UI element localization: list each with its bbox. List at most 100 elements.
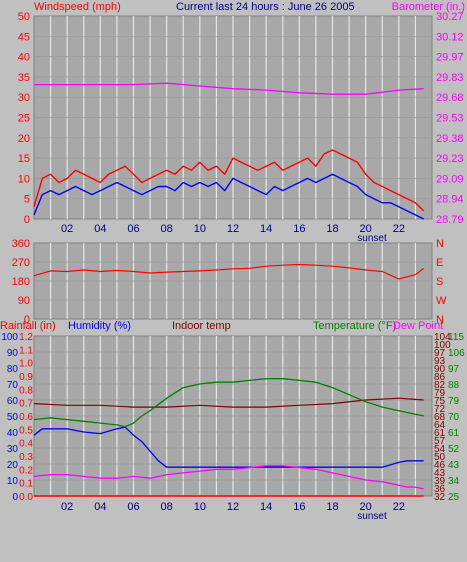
y-tick-label: 29.97 (436, 52, 464, 64)
x-tick-label: 06 (127, 501, 139, 513)
indoor-temp-title: Indoor temp (172, 320, 231, 332)
y-tick-label: 30.27 (436, 11, 464, 23)
humidity-line (33, 426, 424, 468)
y-tick-label: 50 (434, 452, 446, 463)
temperature-ticks-left: 3236394346505457616468727579828690939710… (434, 332, 451, 503)
y-tick-label: 50 (18, 11, 30, 23)
y-tick-label: S (436, 276, 443, 288)
y-tick-label: 88 (448, 380, 460, 391)
x-tick-label: 02 (61, 223, 73, 235)
indoor-temp-line (33, 397, 424, 408)
y-tick-label: 57 (434, 436, 446, 447)
y-tick-label: 93 (434, 356, 446, 367)
y-tick-label: 15 (18, 153, 30, 165)
barometer-axis-title: Barometer (in.) (392, 1, 465, 13)
y-tick-label: 54 (434, 444, 446, 455)
y-tick-label: 106 (448, 348, 465, 359)
y-tick-label: 61 (434, 428, 446, 439)
humidity-axis-title: Humidity (%) (68, 320, 131, 332)
y-tick-label: 32 (434, 492, 446, 503)
x-tick-label: 16 (293, 223, 305, 235)
y-tick-label: 0.0 (19, 492, 33, 503)
y-tick-label: 0.6 (19, 412, 33, 423)
rainfall-axis-title: Rainfall (in) (0, 320, 56, 332)
y-tick-label: 0 (12, 492, 18, 503)
y-tick-label: 28.94 (436, 194, 464, 206)
y-tick-label: 115 (448, 332, 464, 343)
y-tick-label: 100 (434, 340, 451, 351)
x-tick-label: 06 (127, 223, 139, 235)
y-tick-label: 20 (18, 133, 30, 145)
y-tick-label: 180 (12, 276, 30, 288)
y-tick-label: 29.83 (436, 72, 464, 84)
y-tick-label: N (436, 314, 444, 326)
y-tick-label: 75 (434, 396, 446, 407)
y-tick-label: 0.7 (19, 399, 33, 410)
temperature-line (33, 378, 424, 428)
y-tick-label: 30 (18, 92, 30, 104)
y-tick-label: 50 (7, 412, 19, 423)
x-tick-label: 16 (293, 501, 305, 513)
y-tick-label: 97 (448, 364, 460, 375)
y-tick-label: 0 (24, 314, 30, 326)
x-tick-label: 04 (94, 223, 106, 235)
barometer-line (34, 82, 424, 95)
y-tick-label: 1.1 (19, 345, 33, 356)
x-tick-label: 18 (326, 223, 338, 235)
windspeed-low-line (33, 173, 425, 220)
y-tick-label: 70 (448, 412, 460, 423)
x-tick-label: 20 (360, 223, 372, 235)
y-tick-label: 52 (448, 444, 460, 455)
y-tick-label: 60 (7, 396, 19, 407)
y-tick-label: 86 (434, 372, 446, 383)
wind-series (33, 82, 425, 220)
rainfall-ticks: 0.0 0.1 0.2 0.3 0.4 0.5 0.6 0.7 0.8 0.9 1.0 1.1 1.2 (19, 332, 33, 503)
y-tick-label: E (436, 257, 443, 269)
y-tick-label: 43 (434, 468, 446, 479)
y-tick-label: 82 (434, 380, 446, 391)
x-tick-label: 08 (161, 223, 173, 235)
temperature-series (33, 378, 424, 497)
y-tick-label: 29.38 (436, 133, 464, 145)
x-tick-label: 08 (161, 501, 173, 513)
x-tick-label: 10 (194, 223, 206, 235)
chart-title: Current last 24 hours : June 26 2005 (176, 1, 355, 13)
y-tick-label: 0 (24, 214, 30, 226)
direction-degree-ticks: 0 90 180 270 360 (12, 238, 30, 326)
y-tick-label: 20 (7, 460, 19, 471)
y-tick-label: 104 (434, 332, 451, 343)
x-tick-label: 04 (94, 501, 106, 513)
x-tick-label: 14 (260, 223, 272, 235)
y-tick-label: 29.68 (436, 92, 464, 104)
y-tick-label: 40 (7, 428, 19, 439)
y-tick-label: 79 (434, 388, 446, 399)
y-tick-label: 0.9 (19, 372, 33, 383)
y-tick-label: 0.8 (19, 385, 33, 396)
y-tick-label: 35 (18, 72, 30, 84)
wind-barometer-panel: Windspeed (mph) Current last 24 hours : … (18, 1, 465, 244)
y-tick-label: 100 (1, 332, 18, 343)
y-tick-label: 40 (18, 52, 30, 64)
temperature-axis-title: Temperature (°F) (313, 320, 396, 332)
y-tick-label: 29.23 (436, 153, 464, 165)
wind-grid (34, 16, 432, 219)
y-tick-label: 43 (448, 460, 460, 471)
y-tick-label: 25 (448, 492, 460, 503)
y-tick-label: 29.09 (436, 173, 464, 185)
y-tick-label: 97 (434, 348, 446, 359)
y-tick-label: 0.5 (19, 425, 33, 436)
temperature-grid (34, 336, 432, 496)
y-tick-label: 30 (7, 444, 19, 455)
y-tick-label: 90 (434, 364, 446, 375)
y-tick-label: 72 (434, 404, 446, 415)
y-tick-label: W (436, 295, 447, 307)
temperature-ticks-right: 25 34 43 52 61 70 79 88 97 106 115 (448, 332, 465, 503)
y-tick-label: 10 (18, 173, 30, 185)
y-tick-label: 0.1 (19, 479, 33, 490)
windspeed-line (33, 149, 425, 212)
y-tick-label: 25 (18, 113, 30, 125)
y-tick-label: 270 (12, 257, 30, 269)
